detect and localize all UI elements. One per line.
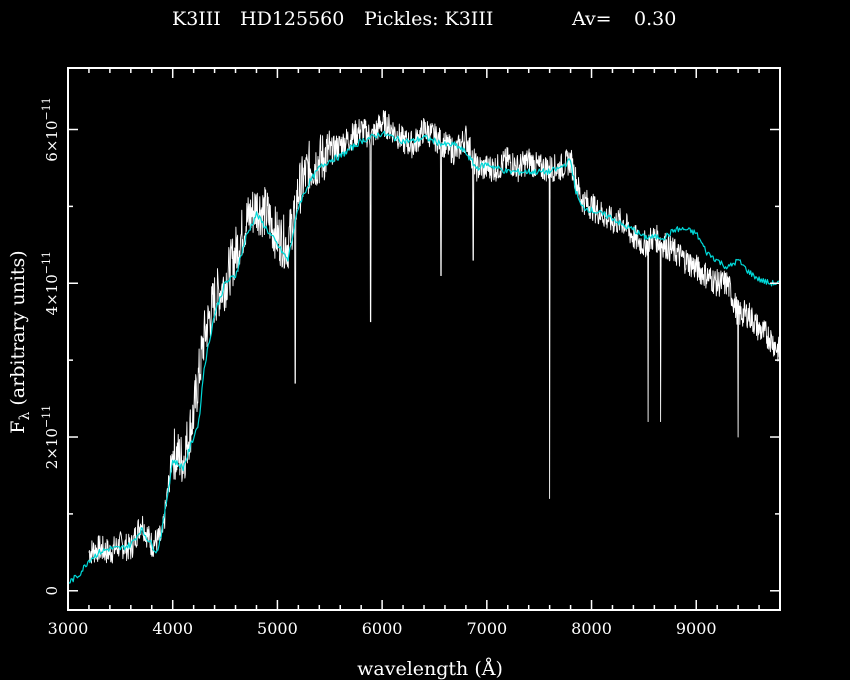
x-axis-label: wavelength (Å) bbox=[357, 658, 503, 680]
title-av-label: Av= bbox=[572, 8, 612, 30]
y-tick-label: 6×10−11 bbox=[40, 97, 61, 161]
y-tick-label: 4×10−11 bbox=[40, 251, 61, 315]
y-axis-label: Fλ (arbitrary units) bbox=[7, 250, 33, 433]
observed-spectrum-line bbox=[88, 110, 781, 564]
plot-frame bbox=[67, 67, 781, 611]
title-star-name: HD125560 bbox=[240, 8, 345, 30]
y-tick-label: 2×10−11 bbox=[40, 405, 61, 469]
chart-title: K3III HD125560 Pickles: K3III Av= 0.30 bbox=[0, 8, 850, 140]
x-tick-label: 4000 bbox=[152, 619, 193, 638]
x-tick-label: 6000 bbox=[362, 619, 403, 638]
pickles-template-line bbox=[67, 130, 781, 585]
x-tick-label: 7000 bbox=[466, 619, 507, 638]
y-tick-label: 0 bbox=[43, 586, 61, 596]
y-axis: 0 2×10−11 4×10−11 6×10−11 bbox=[40, 97, 780, 596]
x-axis: 3000 4000 5000 6000 7000 8000 9000 bbox=[48, 68, 781, 638]
x-tick-label: 3000 bbox=[48, 619, 89, 638]
x-tick-label: 9000 bbox=[676, 619, 717, 638]
x-tick-label: 8000 bbox=[571, 619, 612, 638]
title-av-value: 0.30 bbox=[634, 8, 677, 30]
title-pickles-template: Pickles: K3III bbox=[364, 8, 494, 30]
title-spectral-type: K3III bbox=[172, 8, 221, 30]
series-layer bbox=[67, 110, 781, 585]
x-tick-label: 5000 bbox=[257, 619, 298, 638]
